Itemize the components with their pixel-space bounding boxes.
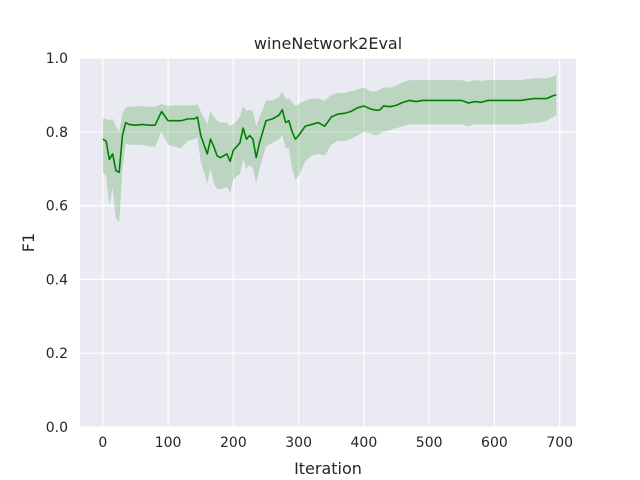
- y-tick-label: 0.8: [46, 125, 68, 141]
- y-tick-labels: 0.0 0.2 0.4 0.6 0.8 1.0: [46, 51, 68, 436]
- chart-title: wineNetwork2Eval: [254, 34, 402, 53]
- x-tick-label: 100: [155, 435, 182, 451]
- x-tick-labels: 0 100 200 300 400 500 600 700: [98, 435, 573, 451]
- grid: [80, 57, 576, 428]
- line-layer: [102, 94, 557, 174]
- x-tick-label: 0: [98, 435, 107, 451]
- confidence-band-layer: [102, 74, 557, 223]
- y-tick-label: 0.0: [46, 420, 68, 436]
- x-tick-label: 500: [416, 435, 443, 451]
- x-axis-label: Iteration: [294, 459, 362, 478]
- plot-background: [80, 58, 576, 427]
- series-line: [102, 94, 557, 174]
- y-tick-label: 1.0: [46, 51, 68, 67]
- x-tick-label: 600: [481, 435, 508, 451]
- x-tick-label: 200: [220, 435, 247, 451]
- y-tick-label: 0.2: [46, 346, 68, 362]
- x-tick-label: 700: [546, 435, 573, 451]
- y-tick-label: 0.4: [46, 272, 68, 288]
- y-axis-label: F1: [19, 233, 38, 252]
- x-tick-label: 300: [285, 435, 312, 451]
- x-tick-label: 400: [351, 435, 378, 451]
- y-tick-label: 0.6: [46, 199, 68, 215]
- confidence-band: [102, 74, 557, 223]
